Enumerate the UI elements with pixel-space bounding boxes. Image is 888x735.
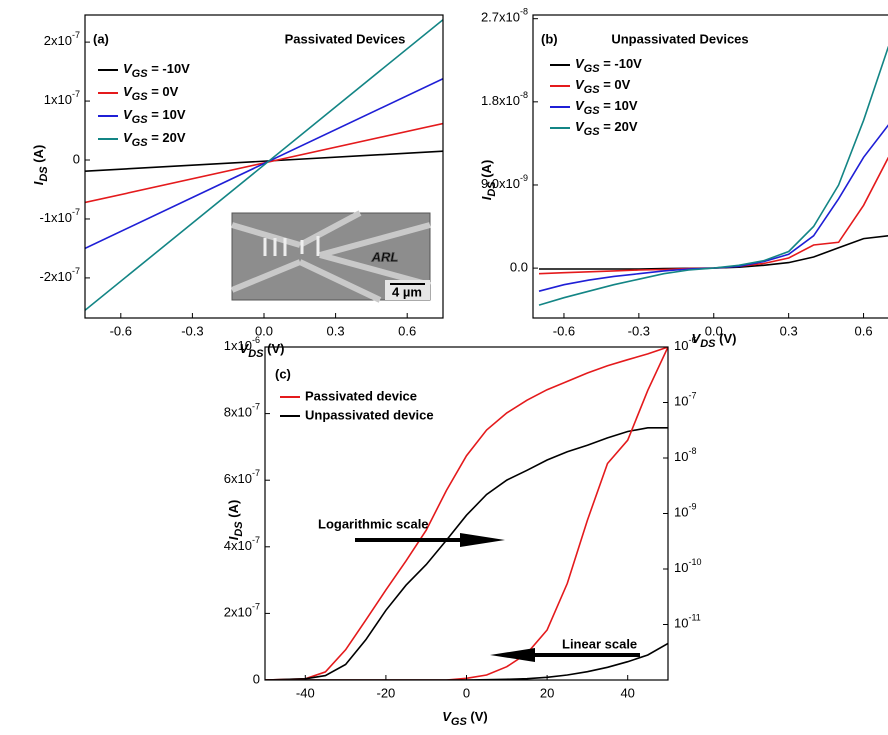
x-tick-label: 0.6 bbox=[855, 323, 873, 338]
arrow-head bbox=[460, 533, 505, 547]
legend-label: VGS = 20V bbox=[575, 119, 638, 137]
y-tick-label: 1.8x10-8 bbox=[481, 90, 528, 108]
legend-label: VGS = 0V bbox=[575, 77, 631, 95]
series-line bbox=[538, 124, 888, 292]
x-tick-label: -0.6 bbox=[110, 323, 132, 338]
y-tick-label: 0.0 bbox=[510, 260, 528, 275]
series-line bbox=[265, 427, 668, 680]
y-axis-label: IDS (A) bbox=[226, 500, 244, 541]
legend-label: Passivated device bbox=[305, 388, 417, 403]
y-tick-label: -2x10-7 bbox=[39, 266, 80, 284]
x-tick-label: 0.0 bbox=[255, 323, 273, 338]
arrow-head bbox=[490, 648, 535, 662]
annotation: Linear scale bbox=[562, 636, 637, 651]
inset-electrodes bbox=[263, 236, 320, 256]
y-axis-label: IDS (A) bbox=[479, 160, 497, 201]
y-tick-label: 8x10-7 bbox=[224, 402, 260, 420]
y2-tick-label: 10-6 bbox=[674, 335, 696, 353]
x-tick-label: 0.6 bbox=[398, 323, 416, 338]
y-tick-label: 1x10-6 bbox=[224, 335, 260, 353]
scale-bar-label: 4 µm bbox=[392, 284, 422, 299]
legend-label: Unpassivated device bbox=[305, 407, 434, 422]
x-axis-label: VDS (V) bbox=[240, 341, 285, 359]
y-tick-label: 4x10-7 bbox=[224, 535, 260, 553]
x-tick-label: -0.6 bbox=[553, 323, 575, 338]
series-line bbox=[538, 156, 888, 275]
y2-tick-label: 10-8 bbox=[674, 446, 696, 464]
y2-tick-label: 10-9 bbox=[674, 502, 696, 520]
y-tick-label: 0 bbox=[73, 151, 80, 166]
x-tick-label: -20 bbox=[377, 685, 396, 700]
legend-label: VGS = 0V bbox=[123, 84, 179, 102]
y-tick-label: 0 bbox=[253, 671, 260, 686]
x-tick-label: 0 bbox=[463, 685, 470, 700]
series-line bbox=[265, 347, 668, 680]
panel-label: (c) bbox=[275, 366, 291, 381]
inset-text: ARL bbox=[371, 249, 399, 264]
x-tick-label: -0.3 bbox=[181, 323, 203, 338]
series-line bbox=[265, 347, 668, 680]
legend-label: VGS = 10V bbox=[575, 98, 638, 116]
y-tick-label: 2.7x10-8 bbox=[481, 7, 528, 25]
panel-label: (a) bbox=[93, 31, 109, 46]
annotation: Logarithmic scale bbox=[318, 516, 429, 531]
chart-title: Unpassivated Devices bbox=[611, 31, 748, 46]
chart-title: Passivated Devices bbox=[285, 31, 406, 46]
plot-area bbox=[85, 19, 443, 311]
inset: ARL 4 µm bbox=[230, 210, 431, 303]
x-tick-label: -0.3 bbox=[628, 323, 650, 338]
x-tick-label: -40 bbox=[296, 685, 315, 700]
panel-label: (b) bbox=[541, 31, 558, 46]
y2-tick-label: 10-10 bbox=[674, 557, 701, 575]
x-tick-label: 0.3 bbox=[327, 323, 345, 338]
y-axis-label: IDS (A) bbox=[31, 145, 49, 186]
x-tick-label: 0.0 bbox=[705, 323, 723, 338]
y-tick-label: 1x10-7 bbox=[44, 89, 80, 107]
inset-pattern bbox=[230, 210, 431, 303]
legend-label: VGS = 10V bbox=[123, 107, 186, 125]
y2-tick-label: 10-11 bbox=[674, 613, 701, 631]
series-line bbox=[85, 19, 443, 311]
series-line bbox=[85, 77, 443, 250]
y-tick-label: -1x10-7 bbox=[39, 207, 80, 225]
series-line bbox=[85, 150, 443, 172]
x-tick-label: 40 bbox=[620, 685, 634, 700]
plot-area bbox=[538, 46, 888, 306]
y-tick-label: 6x10-7 bbox=[224, 469, 260, 487]
legend-label: VGS = -10V bbox=[575, 56, 642, 74]
plot-frame bbox=[532, 14, 888, 319]
x-axis-label: VDS (V) bbox=[692, 331, 737, 349]
legend-label: VGS = -10V bbox=[123, 61, 190, 79]
y2-tick-label: 10-7 bbox=[674, 391, 696, 409]
y-tick-label: 9.0x10-9 bbox=[481, 173, 528, 191]
y-tick-label: 2x10-7 bbox=[44, 30, 80, 48]
legend-label: VGS = 20V bbox=[123, 130, 186, 148]
y-tick-label: 2x10-7 bbox=[224, 602, 260, 620]
series-line bbox=[539, 235, 888, 270]
x-tick-label: 0.3 bbox=[780, 323, 798, 338]
x-tick-label: 20 bbox=[540, 685, 554, 700]
series-line bbox=[538, 46, 888, 306]
x-axis-label: VGS (V) bbox=[442, 709, 488, 727]
